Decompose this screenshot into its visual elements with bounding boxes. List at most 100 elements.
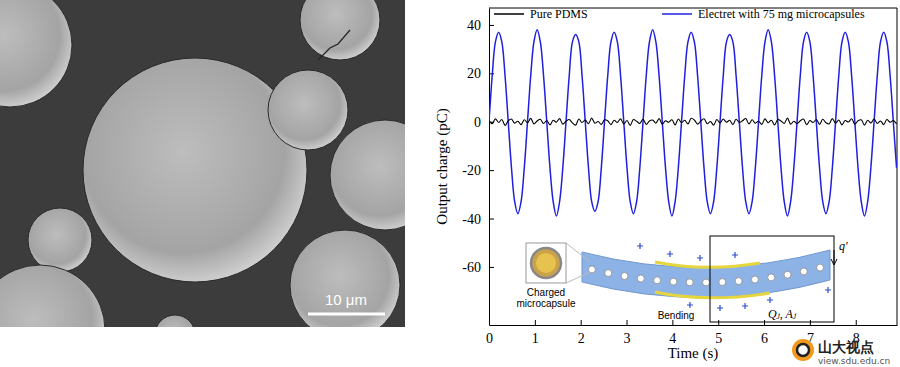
y-tick-mark: [489, 219, 494, 220]
x-tick: 5: [715, 320, 722, 346]
capsule-box: [526, 243, 566, 283]
x-tick-label: 6: [761, 331, 768, 346]
scale-bar: [308, 313, 385, 316]
logo-outer: [792, 339, 814, 361]
x-tick: 6: [761, 320, 768, 346]
charge-sign: [697, 255, 703, 261]
x-axis-title: Time (s): [668, 345, 719, 362]
x-tick-label: 3: [624, 331, 631, 346]
callout: [566, 243, 590, 262]
legend-label: Pure PDMS: [530, 7, 588, 21]
capsule: [735, 278, 742, 285]
capsule: [800, 268, 807, 275]
y-tick-mark: [489, 170, 494, 171]
annotation: q': [839, 239, 848, 253]
annotation: Qⱼ, Aⱼ: [768, 307, 797, 321]
y-tick: 40: [467, 18, 494, 33]
charge-sign: [687, 302, 693, 308]
scale-bar-label: 10 μm: [325, 291, 367, 308]
watermark-url: view.sdu.edu.cn: [818, 356, 890, 366]
charge-sign: [667, 251, 673, 257]
sphere: [0, 265, 105, 327]
figure: 10 μm012345678-60-40-2002040Time (s)Outp…: [0, 0, 900, 367]
y-tick-mark: [489, 73, 494, 74]
x-tick-mark: [627, 320, 628, 325]
capsule: [751, 276, 758, 283]
capsule: [637, 275, 644, 282]
capsule: [654, 277, 661, 284]
sphere: [300, 0, 380, 60]
circuit-box: [710, 236, 834, 322]
sphere: [155, 315, 195, 327]
plot-area: [489, 30, 897, 216]
legend-swatch: [662, 13, 692, 15]
crack: [318, 30, 350, 60]
y-tick-mark: [489, 267, 494, 268]
charge-sign: [732, 252, 738, 258]
sphere: [0, 0, 72, 107]
capsule: [621, 273, 628, 280]
charge-sign: [825, 287, 831, 293]
charge-sign: [717, 305, 723, 311]
capsule: [719, 279, 726, 286]
y-axis-title: Output charge (pC): [434, 108, 451, 224]
x-tick: 4: [669, 320, 676, 346]
x-tick-label: 2: [578, 331, 585, 346]
y-tick: -20: [462, 163, 494, 178]
annotation: Charged: [527, 287, 565, 298]
annotation: Bending: [658, 310, 695, 321]
capsule: [768, 274, 775, 281]
y-tick: -60: [462, 260, 494, 275]
electrode-top: [655, 262, 760, 267]
x-tick-label: 0: [486, 331, 493, 346]
x-tick: 3: [624, 320, 631, 346]
y-axis-line: [489, 9, 490, 326]
capsule: [670, 278, 677, 285]
watermark-name: 山大视点: [818, 339, 874, 355]
x-tick-label: 5: [715, 331, 722, 346]
x-tick: 1: [532, 320, 539, 346]
series-line: [489, 30, 897, 216]
x-tick: 2: [578, 320, 585, 346]
callout: [566, 272, 590, 283]
y-tick: 0: [474, 115, 494, 130]
capsule: [686, 279, 693, 286]
y-axis: -60 -40 -20 0 20 40: [462, 9, 494, 326]
sphere: [290, 230, 400, 327]
y-tick: -40: [462, 212, 494, 227]
electrode-bottom: [655, 292, 770, 298]
legend: Pure PDMSPure PDMSElectret with 75 mg mi…: [494, 7, 865, 21]
charge-sign: [742, 303, 748, 309]
current-arrow: [831, 250, 837, 265]
sphere: [330, 120, 405, 230]
capsule: [817, 264, 824, 271]
sem-image: [0, 0, 405, 327]
watermark: 山大视点view.sdu.edu.cn: [792, 339, 890, 366]
y-tick-label: -40: [462, 212, 481, 227]
capsule-shell: [531, 248, 561, 278]
capsule: [784, 271, 791, 278]
y-tick-label: 20: [467, 66, 481, 81]
x-tick-mark: [856, 320, 857, 325]
logo-inner: [797, 344, 809, 356]
capsule: [605, 270, 612, 277]
charge-sign: [637, 243, 643, 249]
annotation: microcapsule: [517, 298, 576, 309]
y-tick-label: 40: [467, 18, 481, 33]
y-tick-label: -20: [462, 163, 481, 178]
sphere: [28, 208, 92, 272]
y-tick-label: -60: [462, 260, 481, 275]
y-tick-label: 0: [474, 115, 481, 130]
sphere: [268, 70, 348, 150]
series-line: [489, 118, 897, 125]
capsule-core: [536, 253, 556, 273]
x-tick-label: 1: [532, 331, 539, 346]
x-axis-line: [490, 325, 898, 326]
charge-sign: [767, 297, 773, 303]
capsule: [703, 279, 710, 286]
inset: Chargedmicrocapsule Bending q' Qⱼ, Aⱼ: [517, 236, 848, 322]
y-tick: 20: [467, 66, 494, 81]
legend-swatch: [494, 13, 524, 15]
y-tick-mark: [489, 25, 494, 26]
legend-label: Electret with 75 mg microcapsules: [698, 7, 865, 21]
